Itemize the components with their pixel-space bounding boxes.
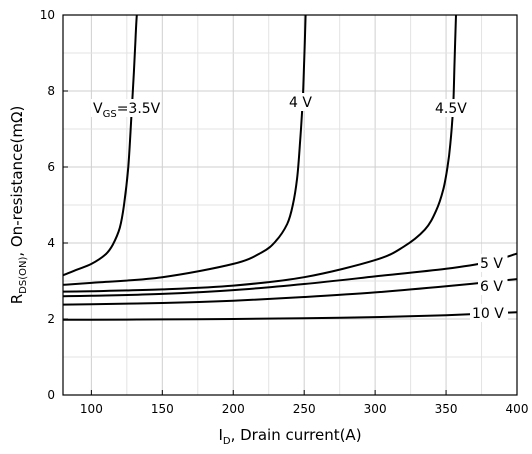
series-line-6 bbox=[63, 311, 518, 321]
y-tick-label: 4 bbox=[47, 236, 55, 250]
x-tick-label: 150 bbox=[151, 402, 174, 416]
x-tick-label: 250 bbox=[293, 402, 316, 416]
x-tick-label: 200 bbox=[222, 402, 245, 416]
curve-label-5: 6 V bbox=[480, 279, 503, 295]
series-line-3 bbox=[62, 14, 457, 293]
y-tick-label: 8 bbox=[47, 84, 55, 98]
curve-label-bg bbox=[470, 304, 508, 322]
curve-label-bg bbox=[91, 99, 157, 117]
grid bbox=[63, 15, 517, 395]
x-tick-label: 350 bbox=[435, 402, 458, 416]
series-line-4 bbox=[62, 252, 518, 298]
y-tick-label: 6 bbox=[47, 160, 55, 174]
y-tick-label: 0 bbox=[47, 388, 55, 402]
curve-label-1: VGS=3.5V bbox=[93, 101, 161, 120]
curve-label-bg bbox=[433, 99, 471, 117]
curve-labels: VGS=3.5V 4 V 4.5V 5 V 6 V 10 V bbox=[91, 93, 508, 322]
x-tick-label: 400 bbox=[506, 402, 529, 416]
y-axis-label: RDS(ON), On-resistance(mΩ) bbox=[8, 106, 29, 305]
y-tick-label: 2 bbox=[47, 312, 55, 326]
curve-label-4: 5 V bbox=[480, 256, 503, 272]
axis-ticks: 100 150 200 250 300 350 400 0 2 4 6 8 10 bbox=[40, 8, 529, 416]
series-curves bbox=[62, 14, 518, 321]
curve-label-3: 4.5V bbox=[435, 101, 467, 117]
curve-label-2: 4 V bbox=[289, 95, 312, 111]
plot-frame bbox=[62, 14, 518, 396]
x-tick-label: 300 bbox=[364, 402, 387, 416]
curve-label-6: 10 V bbox=[472, 306, 504, 322]
curve-label-bg bbox=[478, 277, 508, 295]
series-line-1 bbox=[62, 14, 138, 277]
curve-label-bg bbox=[478, 254, 508, 272]
x-axis-label: ID, Drain current(A) bbox=[218, 426, 361, 447]
y-tick-label: 10 bbox=[40, 8, 55, 22]
x-tick-label: 100 bbox=[80, 402, 103, 416]
series-line-5 bbox=[62, 278, 518, 306]
curve-label-bg bbox=[287, 93, 317, 111]
